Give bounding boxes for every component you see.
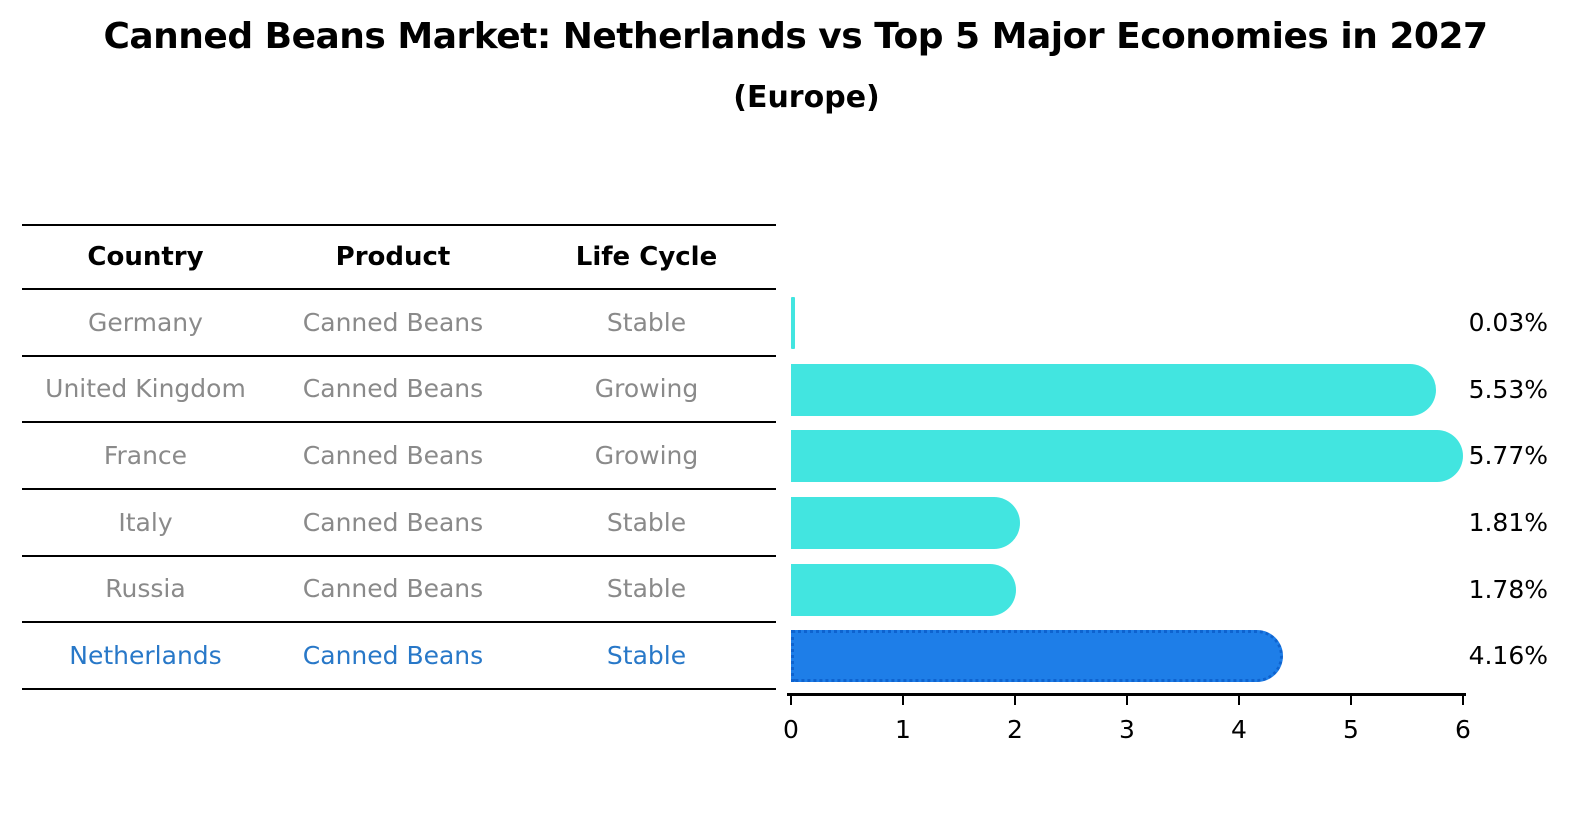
cell-country: France	[103, 441, 188, 471]
column-header-life-cycle: Life Cycle	[575, 242, 718, 272]
bar-netherlands	[791, 630, 1283, 683]
x-axis-tick	[1126, 696, 1128, 705]
x-axis-tick-label: 4	[1231, 715, 1247, 744]
bar-value-label-italy: 1.81%	[1468, 508, 1548, 537]
cell-country: Netherlands	[69, 641, 222, 671]
cell-life-cycle: Stable	[606, 507, 687, 537]
x-axis-tick	[1014, 696, 1016, 705]
x-axis-tick	[1238, 696, 1240, 705]
table-header-row: Country Product Life Cycle	[22, 226, 776, 290]
cell-product: Canned Beans	[302, 374, 484, 404]
x-axis-tick-label: 1	[895, 715, 911, 744]
cell-product: Canned Beans	[302, 307, 484, 337]
table-row-united-kingdom: United Kingdom Canned Beans Growing	[22, 357, 776, 424]
table-row-france: France Canned Beans Growing	[22, 423, 776, 490]
x-axis-tick	[1462, 696, 1464, 705]
cell-product: Canned Beans	[302, 641, 484, 671]
chart-title: Canned Beans Market: Netherlands vs Top …	[103, 16, 1488, 57]
bar-france	[791, 430, 1464, 483]
column-header-product: Product	[335, 242, 451, 272]
cell-life-cycle: Growing	[594, 441, 699, 471]
bar-value-label-netherlands: 4.16%	[1468, 641, 1548, 671]
bar-value-label-united-kingdom: 5.53%	[1468, 374, 1548, 404]
x-axis-tick	[902, 696, 904, 705]
bar-russia	[791, 563, 1017, 616]
x-axis-tick-label: 2	[1007, 715, 1023, 744]
bar-italy	[791, 497, 1020, 549]
x-axis-tick-label: 6	[1455, 715, 1471, 744]
table-body: Germany Canned Beans Stable United Kingdom C…	[22, 290, 776, 690]
x-axis-tick-label: 0	[783, 715, 799, 744]
bar-united-kingdom	[791, 363, 1437, 416]
cell-product: Canned Beans	[302, 507, 484, 537]
table-row-italy: Italy Canned Beans Stable	[22, 490, 776, 557]
table-row-russia: Russia Canned Beans Stable	[22, 557, 776, 624]
cell-life-cycle: Stable	[606, 641, 687, 671]
bar-value-label-germany: 0.03%	[1468, 308, 1548, 337]
cell-country: Italy	[118, 507, 173, 537]
data-table: Country Product Life Cycle Germany Canned…	[22, 224, 776, 690]
cell-country: Russia	[105, 574, 186, 604]
x-axis-line	[787, 693, 1466, 696]
cell-product: Canned Beans	[302, 574, 484, 604]
column-header-country: Country	[87, 242, 204, 272]
table-row-netherlands: Netherlands Canned Beans Stable	[22, 623, 776, 690]
cell-product: Canned Beans	[302, 441, 484, 471]
cell-country: United Kingdom	[45, 374, 246, 404]
x-axis-tick	[1350, 696, 1352, 705]
x-axis-tick	[790, 696, 792, 705]
x-axis-tick-label: 5	[1343, 715, 1359, 744]
cell-life-cycle: Stable	[606, 574, 687, 604]
table-row-germany: Germany Canned Beans Stable	[22, 290, 776, 357]
x-axis-tick-label: 3	[1119, 715, 1135, 744]
chart-subtitle: (Europe)	[733, 80, 880, 115]
bar-value-label-russia: 1.78%	[1468, 574, 1548, 604]
bar-germany	[791, 297, 795, 349]
bar-value-label-france: 5.77%	[1468, 441, 1548, 471]
cell-life-cycle: Stable	[606, 307, 687, 337]
cell-life-cycle: Growing	[594, 374, 699, 404]
cell-country: Germany	[88, 307, 203, 337]
